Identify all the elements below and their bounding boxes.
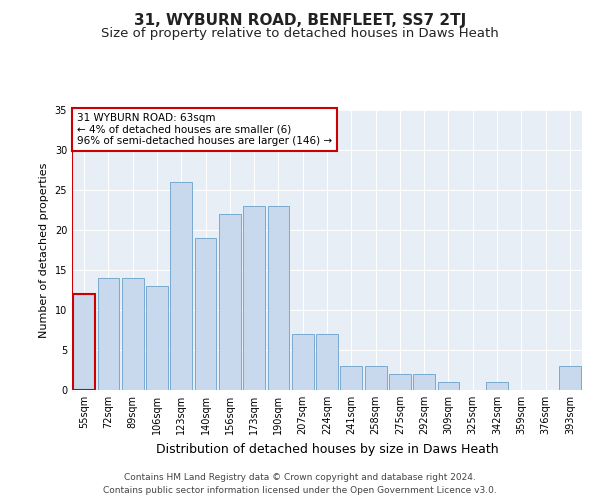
Bar (146, 286, 168, 390)
Text: 31, WYBURN ROAD, BENFLEET, SS7 2TJ: 31, WYBURN ROAD, BENFLEET, SS7 2TJ (134, 12, 466, 28)
Bar (486, 382, 508, 390)
Y-axis label: Number of detached properties: Number of detached properties (39, 162, 49, 338)
Bar (437, 382, 460, 390)
X-axis label: Distribution of detached houses by size in Daws Heath: Distribution of detached houses by size … (155, 442, 499, 456)
Bar (170, 182, 192, 390)
Bar (559, 366, 581, 390)
Bar (268, 206, 289, 390)
Text: Size of property relative to detached houses in Daws Heath: Size of property relative to detached ho… (101, 28, 499, 40)
Bar (122, 278, 143, 390)
Text: 31 WYBURN ROAD: 63sqm
← 4% of detached houses are smaller (6)
96% of semi-detach: 31 WYBURN ROAD: 63sqm ← 4% of detached h… (77, 113, 332, 146)
Bar (292, 334, 314, 390)
Bar (413, 374, 435, 390)
Bar (97, 278, 119, 390)
Bar (219, 214, 241, 390)
Bar (243, 206, 265, 390)
Bar (340, 366, 362, 390)
Bar (316, 334, 338, 390)
Bar (73, 294, 95, 390)
Bar (365, 366, 386, 390)
Bar (389, 374, 411, 390)
Bar (194, 238, 217, 390)
Text: Contains HM Land Registry data © Crown copyright and database right 2024.
Contai: Contains HM Land Registry data © Crown c… (103, 474, 497, 495)
